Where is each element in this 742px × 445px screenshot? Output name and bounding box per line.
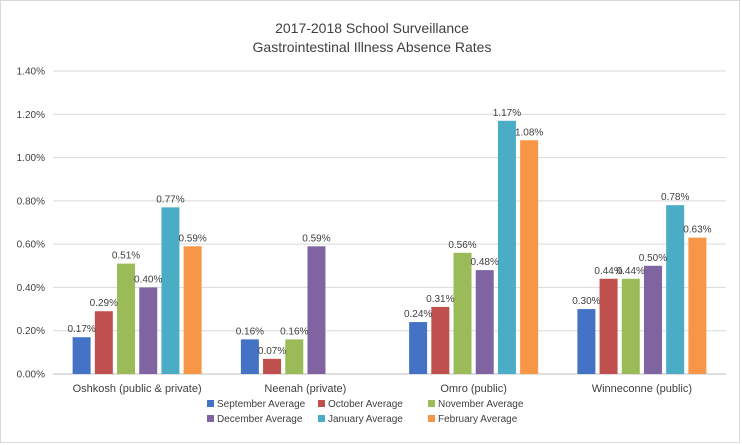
bar bbox=[240, 339, 259, 374]
bar bbox=[688, 237, 707, 374]
legend-label: January Average bbox=[328, 414, 403, 425]
data-label: 0.16% bbox=[236, 326, 264, 337]
bar bbox=[520, 140, 539, 374]
legend-label: October Average bbox=[328, 399, 403, 410]
legend-swatch bbox=[318, 415, 325, 422]
data-label: 0.29% bbox=[90, 298, 118, 309]
data-label: 0.16% bbox=[280, 326, 308, 337]
legend-swatch bbox=[318, 400, 325, 407]
data-label: 0.50% bbox=[639, 253, 667, 264]
category-label: Neenah (private) bbox=[264, 383, 346, 395]
y-tick-label: 0.00% bbox=[17, 370, 45, 381]
y-tick-label: 0.20% bbox=[17, 326, 45, 337]
data-label: 0.44% bbox=[617, 266, 645, 277]
data-label: 0.77% bbox=[156, 194, 184, 205]
data-label: 0.59% bbox=[178, 233, 206, 244]
bar bbox=[72, 337, 91, 374]
data-labels: 0.17% 0.29% 0.51% 0.40% 0.77% 0.59% 0.16% 0.07%… bbox=[67, 108, 711, 357]
bar bbox=[307, 246, 326, 374]
bar bbox=[161, 207, 180, 374]
legend-swatch bbox=[428, 415, 435, 422]
bar bbox=[94, 311, 113, 374]
bar bbox=[497, 120, 516, 375]
data-label: 0.24% bbox=[404, 309, 432, 320]
data-label: 1.17% bbox=[493, 108, 521, 119]
y-tick-label: 0.80% bbox=[17, 196, 45, 207]
bar bbox=[666, 205, 685, 374]
data-label: 0.30% bbox=[572, 296, 600, 307]
category-labels: Oshkosh (public & private) Neenah (privat… bbox=[73, 383, 692, 395]
bar bbox=[183, 246, 202, 374]
bar bbox=[285, 339, 304, 374]
legend-swatch bbox=[428, 400, 435, 407]
bar bbox=[577, 309, 596, 374]
bar bbox=[431, 306, 450, 374]
bar bbox=[643, 265, 662, 374]
legend-swatch bbox=[207, 415, 214, 422]
legend-label: November Average bbox=[438, 399, 524, 410]
data-label: 0.40% bbox=[134, 274, 162, 285]
legend: September Average October Average November… bbox=[207, 399, 524, 425]
bar bbox=[263, 358, 282, 374]
data-label: 0.07% bbox=[258, 346, 286, 357]
data-label: 0.51% bbox=[112, 251, 140, 262]
data-label: 0.44% bbox=[594, 266, 622, 277]
bar bbox=[621, 278, 640, 374]
chart-title-line-2: Gastrointestinal Illness Absence Rates bbox=[253, 39, 492, 55]
category-label: Omro (public) bbox=[440, 383, 507, 395]
y-tick-label: 1.20% bbox=[17, 110, 45, 121]
data-label: 0.48% bbox=[471, 257, 499, 268]
bars bbox=[72, 120, 707, 375]
bar bbox=[475, 270, 494, 374]
bar bbox=[139, 287, 158, 374]
y-tick-label: 1.40% bbox=[17, 67, 45, 78]
legend-label: February Average bbox=[438, 414, 518, 425]
y-tick-label: 0.60% bbox=[17, 240, 45, 251]
category-label: Winneconne (public) bbox=[592, 383, 692, 395]
data-label: 0.56% bbox=[448, 240, 476, 251]
chart-title-line-1: 2017-2018 School Surveillance bbox=[275, 20, 469, 36]
data-label: 0.59% bbox=[302, 233, 330, 244]
y-tick-label: 0.40% bbox=[17, 283, 45, 294]
y-tick-label: 1.00% bbox=[17, 153, 45, 164]
bar bbox=[599, 278, 618, 374]
bar bbox=[117, 263, 136, 374]
data-label: 1.08% bbox=[515, 127, 543, 138]
legend-label: December Average bbox=[217, 414, 303, 425]
data-label: 0.78% bbox=[661, 192, 689, 203]
legend-label: September Average bbox=[217, 399, 306, 410]
y-axis-ticks: 0.00% 0.20% 0.40% 0.60% 0.80% 1.00% 1.20% 1.40% bbox=[17, 67, 45, 381]
data-label: 0.17% bbox=[67, 324, 95, 335]
legend-swatch bbox=[207, 400, 214, 407]
data-label: 0.63% bbox=[683, 225, 711, 236]
bar bbox=[453, 252, 472, 374]
category-label: Oshkosh (public & private) bbox=[73, 383, 202, 395]
bar bbox=[409, 322, 428, 374]
data-label: 0.31% bbox=[426, 294, 454, 305]
